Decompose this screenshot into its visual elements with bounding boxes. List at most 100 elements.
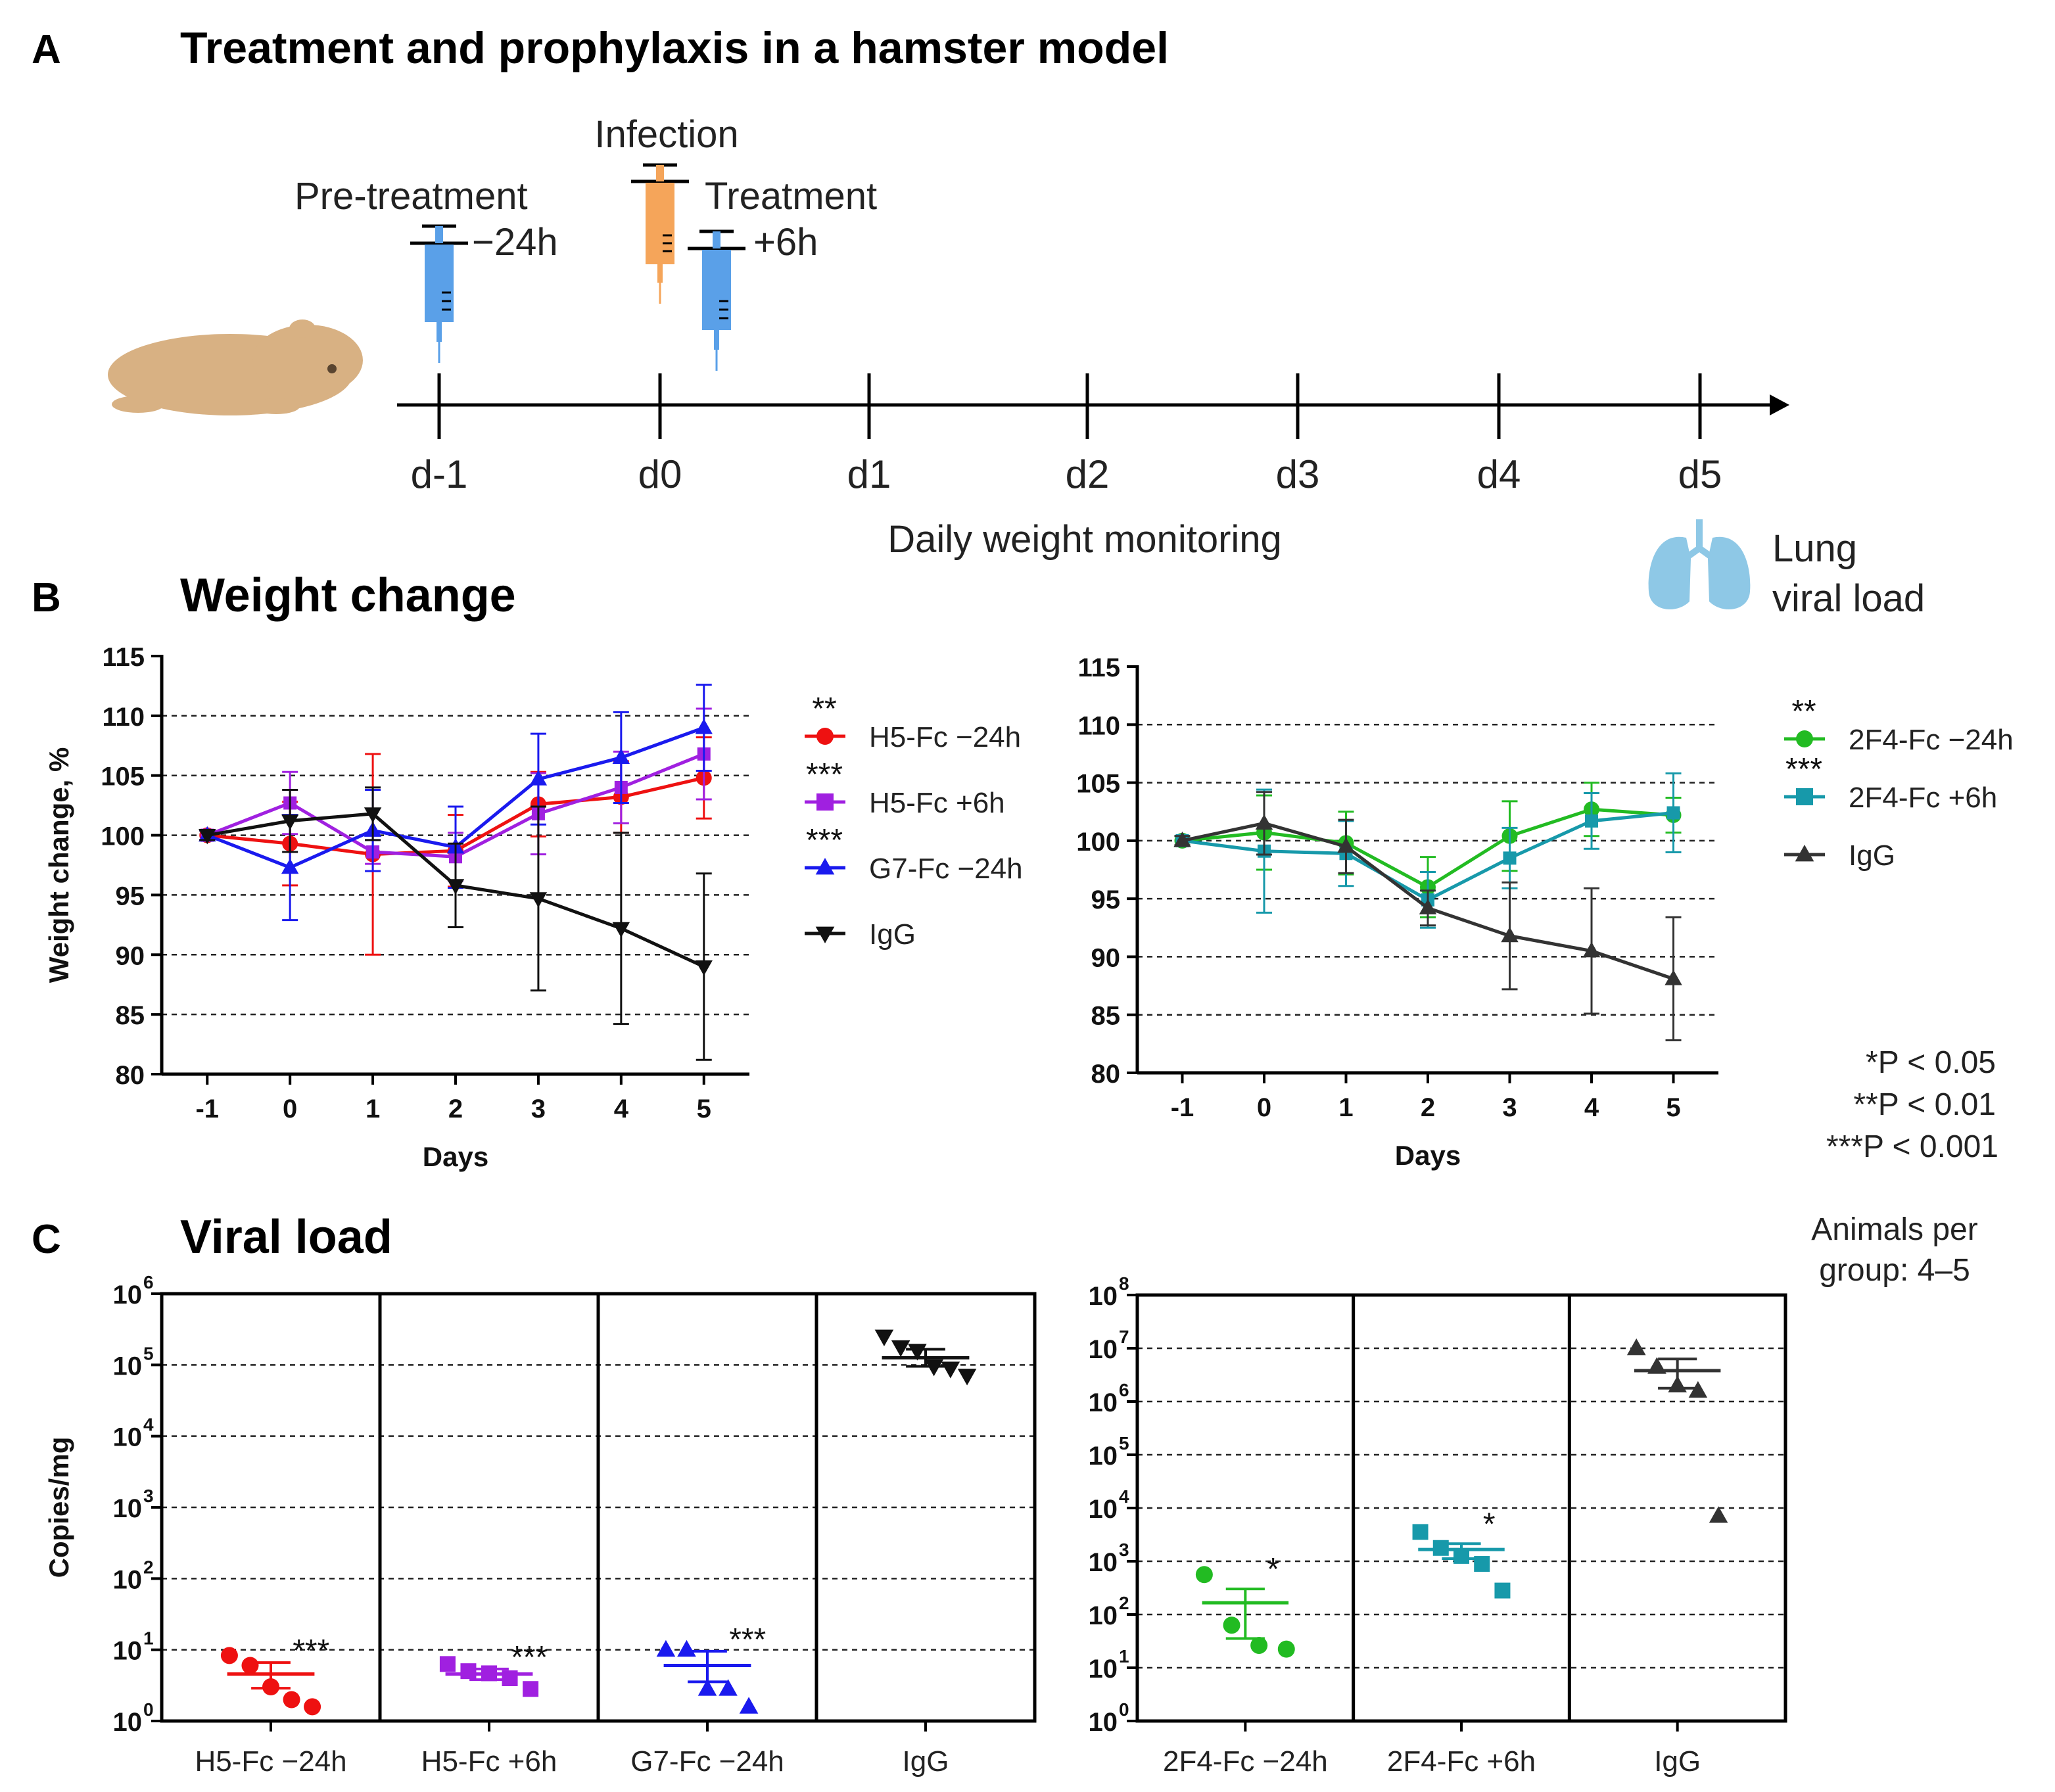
y-tick-label-1e3: 10 — [113, 1494, 143, 1523]
data-point — [957, 1369, 977, 1386]
legend-marker — [815, 858, 835, 875]
infection-label: Infection — [594, 113, 738, 156]
data-point — [529, 892, 548, 908]
legend-entry-h5-fc-6h: *** H5-Fc +6h — [805, 757, 1005, 819]
data-point — [874, 1329, 894, 1346]
data-point — [199, 828, 216, 845]
y-tick-label-110: 110 — [102, 703, 145, 732]
data-point — [1223, 1616, 1240, 1634]
legend-marker — [816, 793, 834, 811]
significance-mark: * — [1483, 1507, 1496, 1542]
data-point — [281, 814, 299, 830]
lung-label-line1: Lung — [1772, 527, 1857, 570]
y-tick-label-90: 90 — [116, 941, 145, 970]
x-tick-label-4: 4 — [1584, 1093, 1599, 1122]
x-tick-label-5: 5 — [1666, 1093, 1680, 1122]
category-label: H5-Fc +6h — [421, 1745, 557, 1778]
y-tick-label-115: 115 — [1077, 653, 1120, 682]
y-tick-exponent-1e8: 8 — [1119, 1273, 1129, 1294]
y-tick-exponent-1e2: 2 — [1119, 1593, 1129, 1613]
y-tick-label-110: 110 — [1077, 711, 1120, 740]
data-point — [908, 1344, 927, 1361]
data-point — [1195, 1566, 1213, 1584]
y-tick-label-85: 85 — [116, 1001, 145, 1030]
data-point — [1453, 1547, 1469, 1564]
syringe-treatment-icon — [688, 229, 745, 371]
legend-marker — [816, 728, 834, 745]
data-point — [1647, 1357, 1666, 1374]
animals-note-line2: group: 4–5 — [1819, 1253, 1970, 1288]
x-tick-label--1: -1 — [1171, 1093, 1194, 1122]
weight-chart-right: 80 85 90 95 100 105 110 115 -1 0 1 2 3 4 5 Days ** 2F4-Fc… — [1076, 653, 2013, 1171]
panel-a-letter: A — [32, 27, 61, 72]
group-g7-fc-24h: G7-Fc −24h *** — [630, 1622, 784, 1778]
x-tick-label-1: 1 — [1338, 1093, 1353, 1122]
y-tick-label-1e6: 10 — [1089, 1388, 1118, 1417]
legend-significance: ** — [812, 692, 836, 726]
x-tick-label-0: 0 — [1257, 1093, 1271, 1122]
data-point — [1668, 1375, 1687, 1393]
data-point — [1666, 806, 1680, 820]
data-point — [439, 1656, 456, 1672]
data-point — [695, 719, 713, 734]
group-igg: IgG — [1626, 1338, 1728, 1778]
pretreatment-time: −24h — [472, 221, 558, 264]
y-tick-label-1e4: 10 — [1089, 1495, 1118, 1524]
y-axis-title: Copies/mg — [43, 1437, 74, 1578]
legend-entry-2f4-fc-24h: ** 2F4-Fc −24h — [1784, 694, 2014, 756]
x-tick-label-0: 0 — [283, 1095, 297, 1123]
data-point — [1494, 1582, 1511, 1599]
group-igg: IgG — [874, 1329, 977, 1778]
y-tick-label-95: 95 — [116, 882, 145, 910]
syringe-infection-icon — [631, 163, 689, 304]
data-point — [924, 1359, 943, 1377]
data-point — [220, 1647, 238, 1664]
timeline-arrow-icon — [1770, 394, 1789, 415]
legend-marker — [1795, 845, 1814, 862]
legend-marker — [1796, 730, 1813, 747]
x-tick-label-4: 4 — [614, 1095, 629, 1123]
timeline-label-d3: d3 — [1276, 452, 1320, 496]
group-2f4-fc-6h: 2F4-Fc +6h * — [1387, 1507, 1536, 1778]
y-tick-label-95: 95 — [1091, 885, 1121, 914]
category-label: IgG — [903, 1745, 949, 1778]
sig-key-line3: ***P < 0.001 — [1826, 1129, 1998, 1164]
data-point — [446, 879, 465, 895]
y-tick-label-105: 105 — [101, 763, 145, 791]
data-point — [1582, 941, 1601, 958]
y-tick-exponent-1e5: 5 — [143, 1343, 154, 1363]
sig-key-line2: **P < 0.01 — [1853, 1087, 1996, 1122]
data-point — [364, 807, 382, 823]
y-tick-exponent-1e4: 4 — [1119, 1486, 1129, 1507]
data-point — [695, 960, 713, 976]
y-tick-label-1e3: 10 — [1089, 1548, 1118, 1577]
legend-marker — [1796, 788, 1813, 805]
series-igg — [1173, 791, 1682, 1042]
legend-entry-2f4-fc-6h: *** 2F4-Fc +6h — [1784, 752, 1997, 814]
timeline-label-d-1: d-1 — [411, 452, 468, 496]
legend-label: IgG — [1849, 839, 1895, 872]
y-tick-label-80: 80 — [116, 1061, 145, 1090]
legend-label: 2F4-Fc +6h — [1849, 782, 1997, 814]
data-point — [523, 1681, 539, 1697]
y-tick-exponent-1e0: 0 — [1119, 1699, 1129, 1720]
data-point — [1277, 1640, 1295, 1658]
y-tick-exponent-1e7: 7 — [1119, 1327, 1129, 1347]
animals-note: Animals per group: 4–5 — [1811, 1212, 1977, 1288]
group-h5-fc-6h: H5-Fc +6h *** — [421, 1640, 557, 1778]
significance-mark: *** — [511, 1640, 548, 1675]
y-tick-exponent-1e1: 1 — [143, 1628, 154, 1649]
animals-note-line1: Animals per — [1811, 1212, 1977, 1247]
y-tick-exponent-1e4: 4 — [143, 1415, 154, 1435]
y-tick-exponent-1e6: 6 — [1119, 1380, 1129, 1400]
timeline-label-d1: d1 — [847, 452, 891, 496]
data-point — [1474, 1556, 1490, 1572]
data-point — [1432, 1540, 1449, 1556]
legend-significance: *** — [806, 757, 843, 792]
y-tick-label-1e8: 10 — [1089, 1282, 1118, 1311]
data-point — [612, 922, 630, 938]
legend-entry-igg: IgG — [1784, 839, 1895, 872]
data-point — [1503, 851, 1517, 865]
syringe-pretreatment-icon — [410, 224, 468, 363]
